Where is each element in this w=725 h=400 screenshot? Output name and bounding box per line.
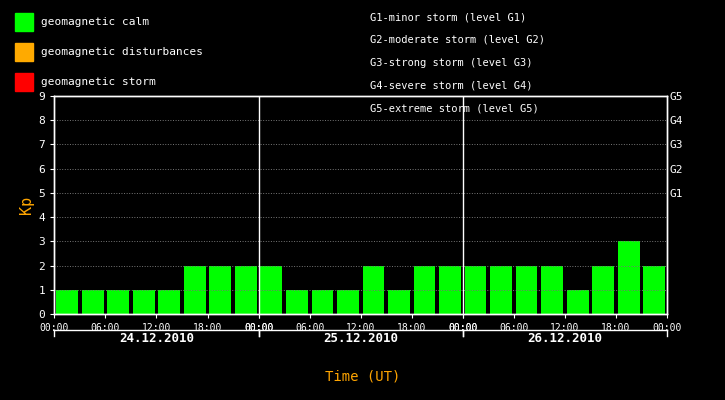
- Bar: [158, 290, 180, 314]
- Text: G3-strong storm (level G3): G3-strong storm (level G3): [370, 58, 532, 68]
- Bar: [414, 266, 435, 314]
- Bar: [490, 266, 512, 314]
- Bar: [465, 266, 486, 314]
- Bar: [362, 266, 384, 314]
- Bar: [592, 266, 614, 314]
- Bar: [82, 290, 104, 314]
- Text: G1-minor storm (level G1): G1-minor storm (level G1): [370, 12, 526, 22]
- Bar: [133, 290, 154, 314]
- Y-axis label: Kp: Kp: [20, 196, 34, 214]
- Bar: [312, 290, 334, 314]
- Bar: [567, 290, 589, 314]
- Bar: [439, 266, 461, 314]
- Text: geomagnetic calm: geomagnetic calm: [41, 17, 149, 27]
- Bar: [107, 290, 129, 314]
- Text: G2-moderate storm (level G2): G2-moderate storm (level G2): [370, 35, 544, 45]
- Bar: [260, 266, 282, 314]
- Text: geomagnetic storm: geomagnetic storm: [41, 77, 156, 87]
- Bar: [235, 266, 257, 314]
- Text: G5-extreme storm (level G5): G5-extreme storm (level G5): [370, 103, 539, 113]
- Bar: [542, 266, 563, 314]
- Text: 26.12.2010: 26.12.2010: [527, 332, 602, 345]
- Bar: [643, 266, 665, 314]
- Bar: [515, 266, 537, 314]
- Bar: [210, 266, 231, 314]
- Text: 25.12.2010: 25.12.2010: [323, 332, 398, 345]
- Bar: [184, 266, 206, 314]
- Bar: [286, 290, 307, 314]
- Bar: [618, 241, 639, 314]
- Text: Time (UT): Time (UT): [325, 370, 400, 384]
- Text: 24.12.2010: 24.12.2010: [119, 332, 194, 345]
- Bar: [388, 290, 410, 314]
- Text: G4-severe storm (level G4): G4-severe storm (level G4): [370, 80, 532, 90]
- Text: geomagnetic disturbances: geomagnetic disturbances: [41, 47, 203, 57]
- Bar: [57, 290, 78, 314]
- Bar: [337, 290, 359, 314]
